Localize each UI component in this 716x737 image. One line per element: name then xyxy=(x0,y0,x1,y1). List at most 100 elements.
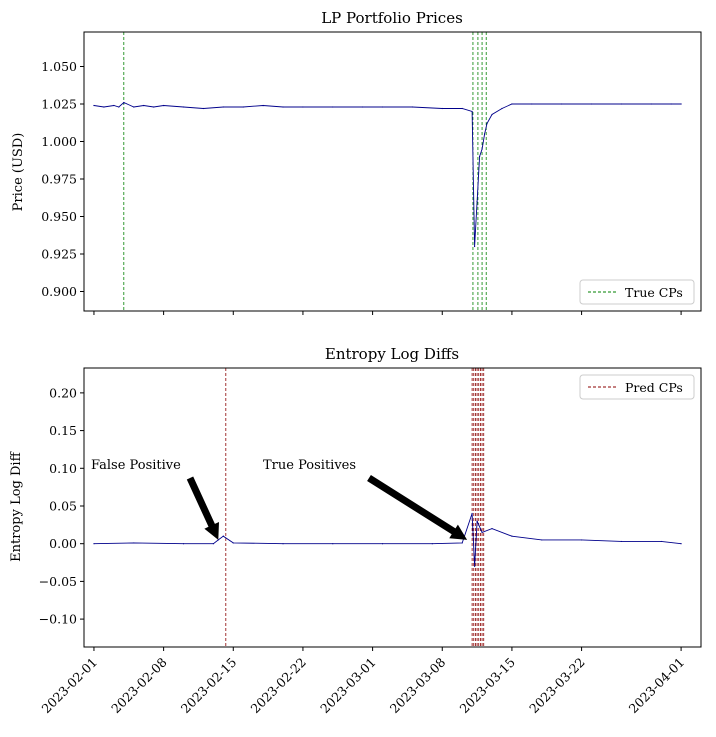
y-tick-label: 1.000 xyxy=(41,134,77,149)
entropy-x-ticks: 2023-02-01 2023-02-08 2023-02-15 2023-02-22… xyxy=(38,647,687,716)
data-point xyxy=(481,531,483,533)
data-point xyxy=(650,103,652,105)
true-positives-annotation: True Positives xyxy=(263,458,356,473)
data-point xyxy=(481,148,483,150)
price-legend: True CPs xyxy=(579,279,695,305)
price-legend-box xyxy=(579,279,695,305)
true-positives-arrow xyxy=(367,475,468,540)
price-series xyxy=(93,101,682,248)
true-cp-legend-label: True CPs xyxy=(625,285,683,300)
data-point xyxy=(511,535,513,537)
data-point xyxy=(431,543,433,545)
false-positive-annotation: False Positive xyxy=(91,458,181,473)
price-line xyxy=(93,101,682,247)
data-point xyxy=(133,542,135,544)
data-point xyxy=(123,101,125,104)
data-point xyxy=(491,528,493,530)
data-point xyxy=(222,535,224,537)
data-point xyxy=(441,107,443,110)
pred-cp-legend-label: Pred CPs xyxy=(625,380,683,395)
data-point xyxy=(362,106,364,108)
y-tick-label: 0.975 xyxy=(41,172,77,187)
entropy-plot-frame xyxy=(83,367,702,648)
y-tick-label: 0.925 xyxy=(41,247,77,262)
data-point xyxy=(381,543,384,545)
data-point xyxy=(541,539,543,541)
price-panel: LP Portfolio Prices Price (USD) 0.9000.9… xyxy=(11,9,702,315)
data-point xyxy=(680,543,682,545)
data-point xyxy=(182,106,185,108)
data-point xyxy=(483,133,486,135)
data-point xyxy=(282,106,284,108)
data-point xyxy=(133,106,135,108)
data-point xyxy=(476,520,478,522)
y-tick-label: 1.025 xyxy=(41,97,77,112)
x-tick-label: 2023-03-01 xyxy=(317,655,379,717)
data-point xyxy=(486,122,488,125)
entropy-panel: Entropy Log Diffs Entropy Log Diff −0.10… xyxy=(9,345,702,716)
y-tick-label: 0.00 xyxy=(49,536,77,551)
data-point xyxy=(474,245,476,248)
true-cp-lines xyxy=(123,32,487,311)
data-point xyxy=(113,104,115,107)
data-point xyxy=(212,543,214,545)
data-point xyxy=(620,103,622,105)
x-tick-label: 2023-03-22 xyxy=(526,655,588,717)
data-point xyxy=(232,542,234,544)
data-point xyxy=(93,104,95,107)
data-point xyxy=(332,543,334,545)
data-point xyxy=(242,106,244,108)
entropy-panel-title: Entropy Log Diffs xyxy=(325,345,459,363)
data-point xyxy=(474,565,476,567)
price-x-ticks xyxy=(93,311,682,315)
y-tick-label: −0.10 xyxy=(39,612,77,627)
data-point xyxy=(620,540,622,543)
data-point xyxy=(511,103,513,105)
entropy-legend: Pred CPs xyxy=(579,374,695,400)
entropy-legend-box xyxy=(579,374,695,400)
data-point xyxy=(478,155,481,158)
data-point xyxy=(202,107,205,110)
entropy-line xyxy=(93,513,682,567)
data-point xyxy=(660,540,662,543)
x-tick-label: 2023-03-15 xyxy=(456,655,518,717)
data-point xyxy=(461,107,463,110)
data-point xyxy=(501,107,503,110)
data-point xyxy=(471,110,473,113)
false-positive-arrow xyxy=(186,476,219,540)
data-point xyxy=(476,200,478,203)
data-point xyxy=(153,106,155,108)
y-tick-label: 0.05 xyxy=(49,498,77,513)
x-tick-label: 2023-04-01 xyxy=(626,655,688,717)
data-point xyxy=(163,104,165,107)
data-point xyxy=(302,106,304,108)
data-point xyxy=(491,113,493,116)
data-point xyxy=(411,106,414,108)
data-point xyxy=(222,106,224,108)
data-point xyxy=(103,106,105,108)
data-point xyxy=(182,543,185,545)
data-point xyxy=(143,104,145,107)
data-point xyxy=(461,542,463,544)
y-tick-label: 1.050 xyxy=(41,59,77,74)
y-tick-label: 0.900 xyxy=(41,284,77,299)
y-tick-label: −0.05 xyxy=(39,574,77,589)
data-point xyxy=(531,103,533,105)
y-tick-label: 0.950 xyxy=(41,209,77,224)
data-point xyxy=(93,543,95,545)
x-tick-label: 2023-02-22 xyxy=(247,655,309,717)
data-point xyxy=(332,106,334,108)
data-point xyxy=(680,103,682,105)
entropy-series xyxy=(93,512,682,567)
pred-cp-lines xyxy=(225,368,485,647)
data-point xyxy=(561,103,563,105)
data-point xyxy=(282,543,284,545)
entropy-y-ticks: −0.10 −0.05 0.00 0.05 0.10 0.15 0.20 xyxy=(39,385,84,627)
data-point xyxy=(381,106,384,108)
data-point xyxy=(670,103,672,105)
data-point xyxy=(580,539,583,541)
price-y-ticks: 0.900 0.925 0.950 0.975 1.000 1.025 1.050 xyxy=(41,59,84,299)
entropy-y-axis-label: Entropy Log Diff xyxy=(9,450,24,561)
